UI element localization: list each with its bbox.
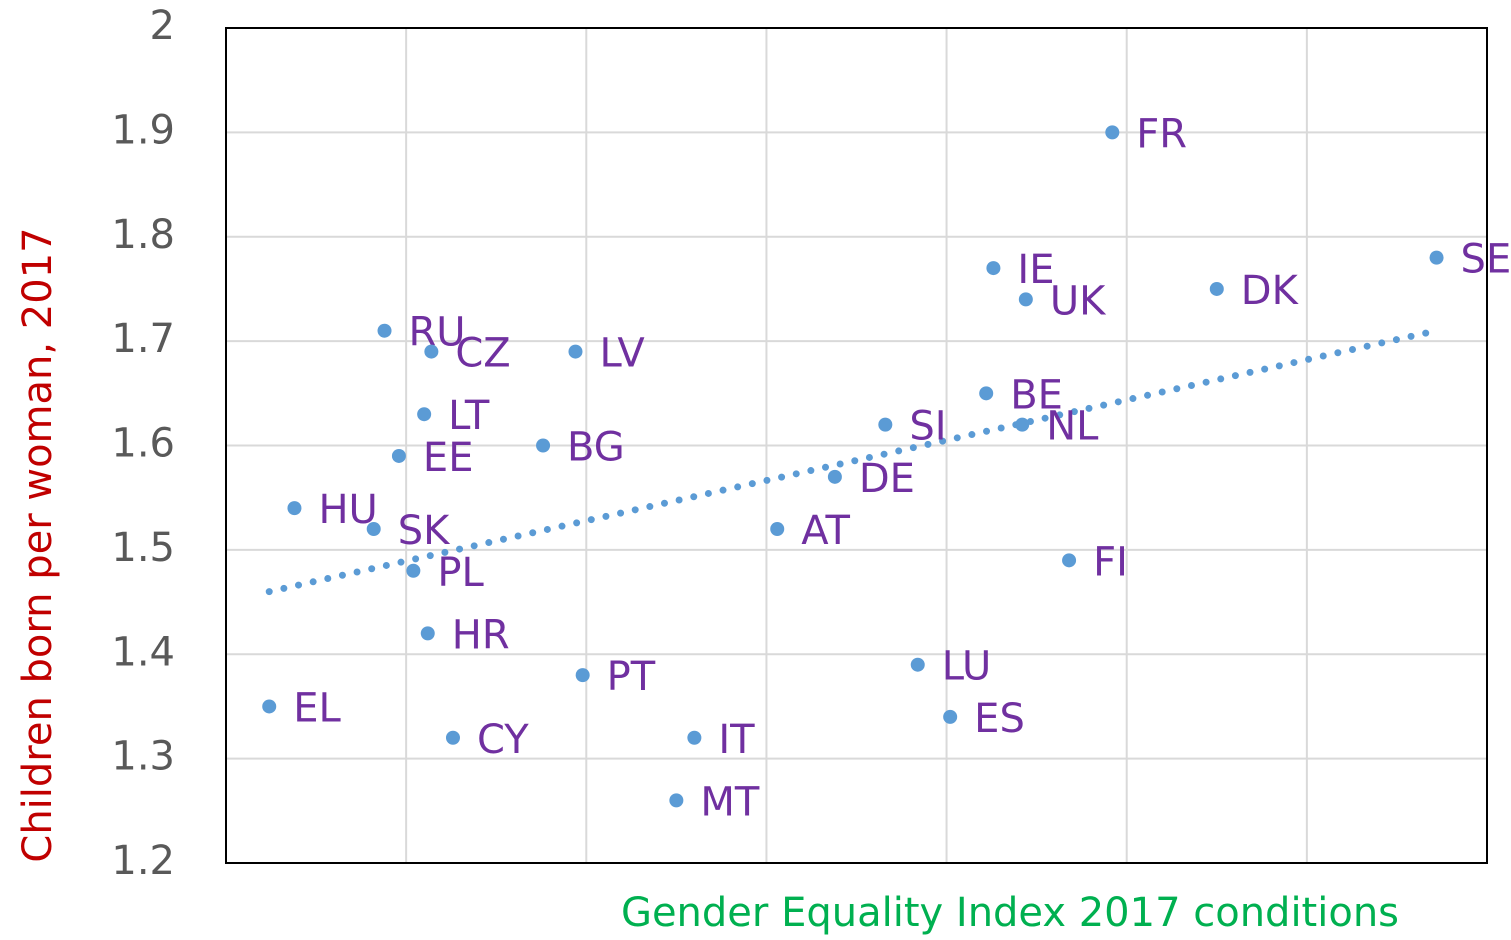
point: [1018, 292, 1033, 307]
point: [262, 699, 277, 714]
point-label: FR: [1136, 111, 1187, 157]
point: [568, 344, 583, 359]
point: [979, 386, 994, 401]
point-label: CZ: [455, 331, 510, 377]
point: [910, 657, 925, 672]
point: [406, 563, 421, 578]
point: [366, 522, 381, 536]
point-label: EL: [293, 685, 341, 731]
point: [1105, 125, 1120, 140]
point: [1062, 553, 1077, 568]
y-tick-label: 1.3: [111, 734, 175, 780]
point-label: SK: [398, 508, 451, 554]
x-axis-label: Gender Equality Index 2017 conditions: [621, 890, 1399, 936]
point: [420, 626, 435, 641]
point: [391, 448, 406, 463]
point: [770, 522, 785, 536]
point: [417, 407, 432, 422]
y-axis-label: Children born per woman, 2017: [15, 227, 61, 862]
point-label: IT: [718, 717, 755, 763]
point-label: SI: [909, 404, 946, 450]
point-label: BG: [567, 425, 625, 471]
y-tick-label: 1.4: [111, 629, 175, 675]
point-label: NL: [1046, 404, 1099, 450]
point: [1209, 281, 1224, 296]
point-label: EE: [423, 435, 474, 481]
y-tick-label: 1.8: [111, 212, 175, 258]
point-label: SE: [1461, 237, 1511, 283]
y-tick-label: 2: [150, 3, 175, 49]
plot-frame: [225, 27, 1488, 864]
point-label: IE: [1017, 247, 1054, 293]
point-label: LU: [942, 644, 992, 690]
y-tick-label: 1.7: [111, 316, 175, 362]
point-label: PT: [607, 654, 656, 700]
point: [445, 730, 460, 745]
point: [575, 668, 590, 683]
point: [536, 438, 551, 453]
point-label: BE: [1010, 372, 1063, 418]
point: [1429, 250, 1444, 265]
point: [669, 793, 684, 808]
point-label: DK: [1241, 268, 1300, 314]
point-label: DE: [859, 456, 915, 502]
trendline: [265, 327, 1441, 596]
point-label: MT: [700, 779, 760, 825]
point-label: ES: [974, 696, 1025, 742]
point-label: PL: [437, 550, 484, 596]
y-tick-label: 1.9: [111, 107, 175, 153]
point: [687, 730, 702, 745]
point: [287, 501, 302, 516]
point: [377, 323, 392, 338]
point-label: FI: [1093, 539, 1128, 585]
point-label: HR: [452, 612, 510, 658]
point: [986, 261, 1001, 276]
point: [827, 469, 842, 484]
y-tick-label: 1.5: [111, 525, 175, 571]
point-label: UK: [1050, 278, 1107, 324]
point: [878, 417, 893, 432]
point-label: LV: [599, 331, 645, 377]
point-label: CY: [477, 717, 529, 763]
point: [424, 344, 439, 359]
y-tick-label: 1.6: [111, 421, 175, 467]
point: [943, 709, 958, 724]
point-label: LT: [448, 393, 490, 439]
point-label: AT: [801, 508, 850, 554]
point: [1015, 417, 1030, 432]
y-tick-label: 1.2: [111, 838, 175, 884]
